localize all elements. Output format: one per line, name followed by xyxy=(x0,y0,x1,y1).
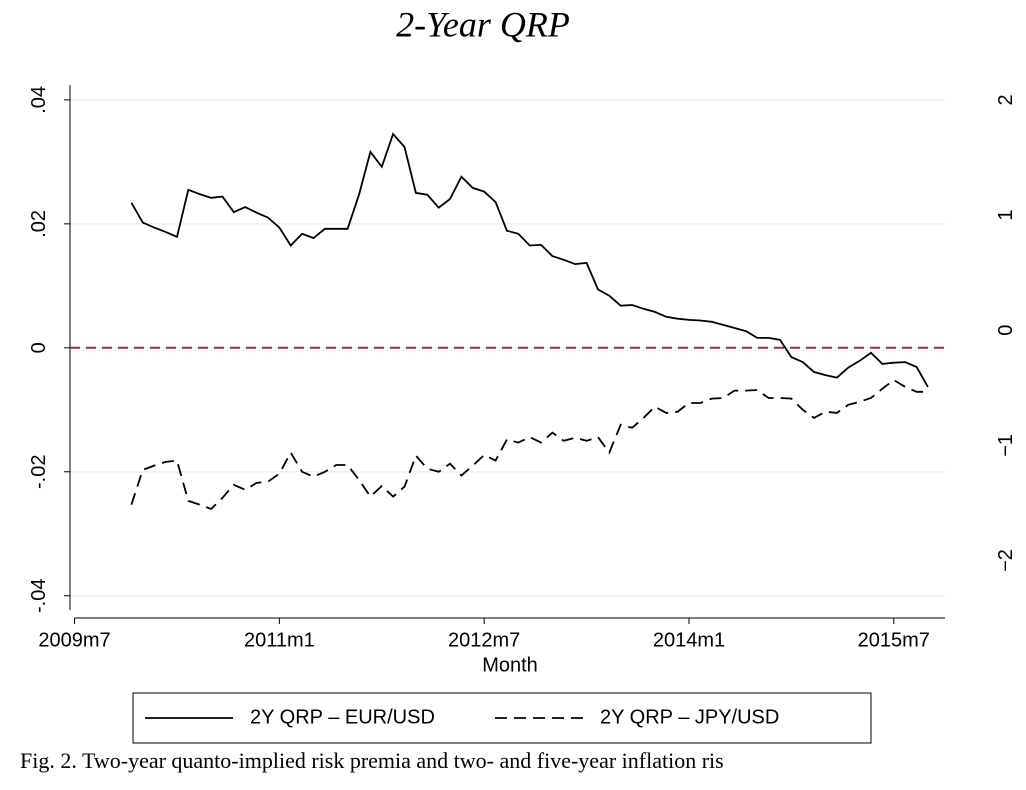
y2-tick-label: 2 xyxy=(995,94,1017,105)
x-tick-label: 2009m7 xyxy=(38,629,110,651)
y-tick-label: .02 xyxy=(28,210,50,238)
x-tick-label: 2011m1 xyxy=(244,629,315,651)
y2-tick-label: 0 xyxy=(995,325,1017,336)
x-tick-label: 2014m1 xyxy=(653,629,725,651)
y2-tick-label: −2 xyxy=(995,549,1017,572)
y2-tick-label: 1 xyxy=(995,210,1017,221)
y-tick-label: 0 xyxy=(28,342,50,353)
y-tick-label: .04 xyxy=(28,86,50,114)
x-axis-label: Month xyxy=(482,654,538,676)
chart-title: 2-Year QRP xyxy=(396,4,570,44)
legend-label: 2Y QRP – EUR/USD xyxy=(250,706,435,728)
chart: 2-Year QRP Month .04 .02 0 -.02 -.04 2 1 0 −1 −2 2… xyxy=(28,4,1017,744)
series-line xyxy=(130,378,928,511)
y-tick-label: -.02 xyxy=(28,455,50,489)
x-tick-label: 2012m7 xyxy=(448,629,520,651)
x-tick-label: 2015m7 xyxy=(858,629,930,651)
series-line xyxy=(130,132,929,388)
y2-tick-label: −1 xyxy=(995,434,1017,457)
caption: Fig. 2. Two-year quanto-implied risk pre… xyxy=(20,748,724,773)
legend-label: 2Y QRP – JPY/USD xyxy=(600,706,779,728)
y-tick-label: -.04 xyxy=(28,579,50,613)
